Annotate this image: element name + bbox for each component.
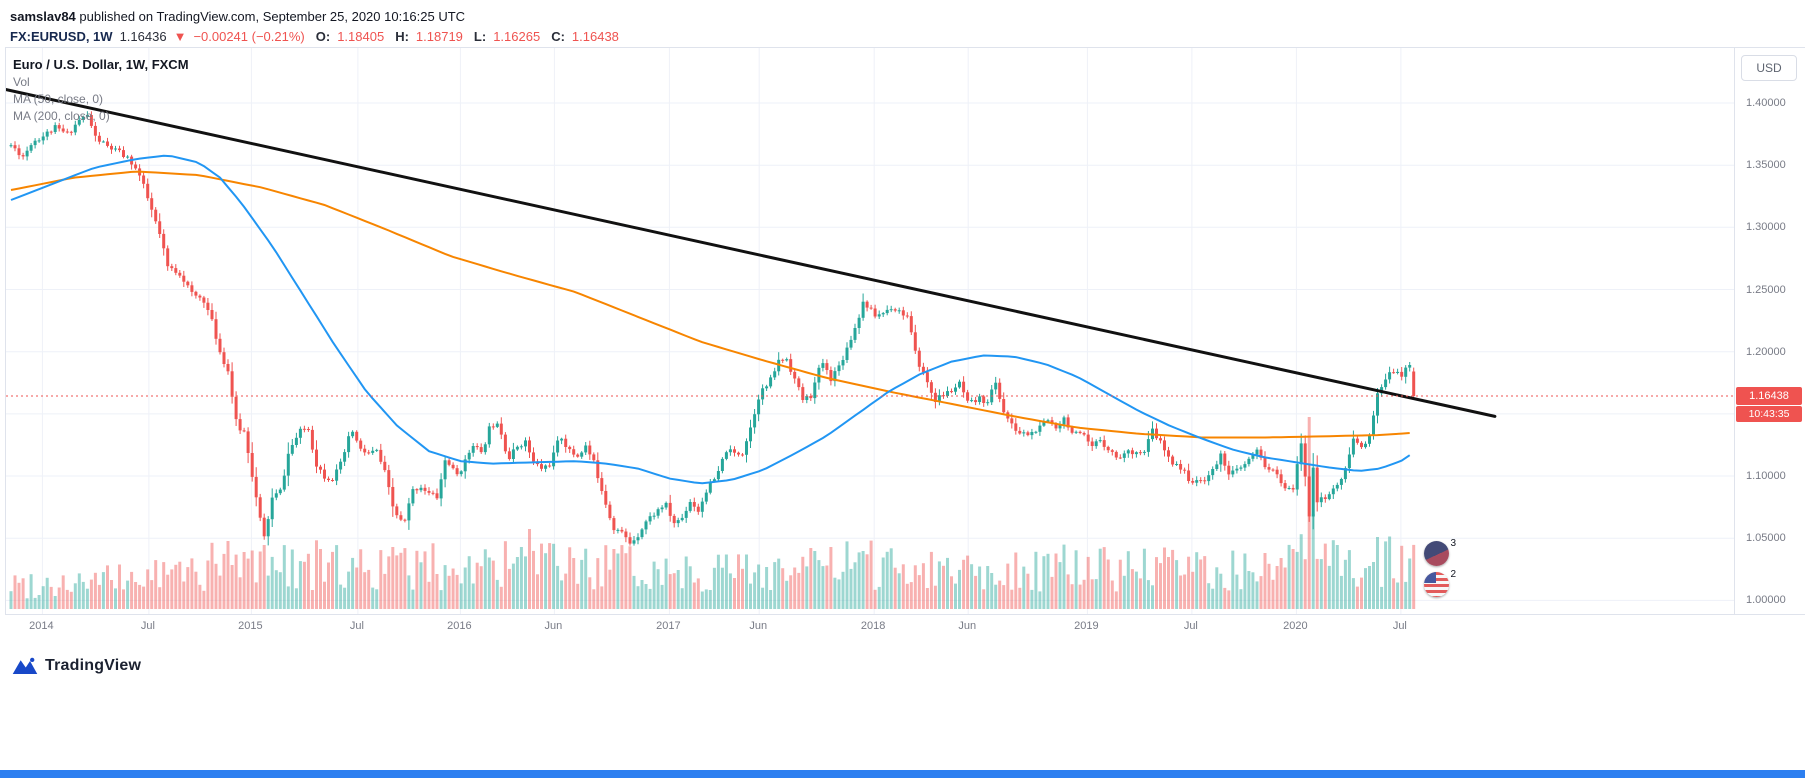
symbol-link[interactable]: FX:EURUSD, 1W	[10, 29, 113, 44]
reactions-panel: 3 2	[1424, 538, 1458, 601]
time-tick: Jul	[1392, 620, 1407, 632]
high-label: H:	[395, 29, 409, 44]
price-tick: 1.30000	[1746, 221, 1786, 234]
reaction-badge[interactable]: 3	[1424, 538, 1458, 570]
time-tick: 2019	[1074, 620, 1099, 632]
price-tick: 1.35000	[1746, 159, 1786, 172]
price-tick: 1.20000	[1746, 345, 1786, 358]
open-value: 1.18405	[337, 29, 385, 44]
time-tick: Jun	[544, 620, 563, 632]
price-change: −0.00241 (−0.21%)	[193, 29, 305, 44]
usd-button[interactable]: USD	[1741, 55, 1797, 81]
attribution-bar: samslav84 published on TradingView.com, …	[0, 0, 1805, 24]
low-value: 1.16265	[493, 29, 541, 44]
time-tick: 2014	[29, 620, 54, 632]
time-tick: Jul	[349, 620, 364, 632]
reaction-count: 2	[1450, 569, 1456, 580]
last-price: 1.16436	[119, 29, 167, 44]
time-tick: 2016	[447, 620, 472, 632]
time-tick: Jun	[749, 620, 768, 632]
close-value: 1.16438	[571, 29, 619, 44]
flag-canton	[1424, 572, 1436, 583]
time-tick: Jul	[140, 620, 155, 632]
footer-bar: TradingView	[0, 643, 1805, 676]
time-tick: Jul	[1183, 620, 1198, 632]
down-arrow-icon: ▼	[173, 29, 187, 44]
tradingview-logo-icon[interactable]	[12, 656, 38, 676]
time-tick: 2017	[656, 620, 681, 632]
last-price-label: 1.16438	[1736, 386, 1802, 405]
close-label: C:	[551, 29, 565, 44]
price-tick: 1.10000	[1746, 470, 1786, 483]
time-axis[interactable]: 2014 Jul 2015 Jul 2016 Jun 2017 Jun 2018 Jun 2019 J…	[5, 615, 1735, 641]
reaction-badge[interactable]: 2	[1424, 569, 1458, 601]
quote-bar: FX:EURUSD, 1W 1.16436 ▼ −0.00241 (−0.21%…	[0, 24, 1805, 44]
price-tick: 1.00000	[1746, 594, 1786, 607]
legend-ma200[interactable]: MA (200, close, 0)	[13, 109, 110, 123]
legend-ma50[interactable]: MA (50, close, 0)	[13, 92, 104, 106]
price-tick: 1.40000	[1746, 97, 1786, 109]
bar-countdown-label: 10:43:35	[1736, 405, 1802, 422]
author-name: samslav84	[10, 9, 76, 24]
reaction-emoji-icon	[1424, 541, 1449, 566]
time-tick: 2018	[860, 620, 886, 632]
tradingview-logo-text[interactable]: TradingView	[45, 657, 142, 674]
time-tick: 2015	[238, 620, 263, 632]
legend-title[interactable]: Euro / U.S. Dollar, 1W, FXCM	[13, 57, 189, 72]
reaction-count: 3	[1450, 538, 1456, 549]
chart-canvas[interactable]	[5, 47, 1735, 615]
price-tick: 1.25000	[1746, 283, 1786, 296]
time-tick: 2020	[1283, 620, 1308, 632]
reaction-flag-icon	[1424, 572, 1449, 597]
high-value: 1.18719	[415, 29, 463, 44]
legend-volume[interactable]: Vol	[13, 75, 30, 89]
time-tick: Jun	[958, 620, 977, 632]
price-tick: 1.05000	[1746, 532, 1786, 545]
chart-legend: Euro / U.S. Dollar, 1W, FXCM Vol MA (50,…	[13, 57, 189, 123]
low-label: L:	[473, 29, 487, 44]
bottom-banner	[0, 770, 1805, 778]
price-axis[interactable]: USD 1.16438 10:43:35 1.40000 1.35000 1.300…	[1735, 47, 1805, 615]
attribution-text: published on TradingView.com, September …	[75, 9, 466, 24]
chart-region: Euro / U.S. Dollar, 1W, FXCM Vol MA (50,…	[0, 47, 1805, 643]
open-label: O:	[315, 29, 331, 44]
